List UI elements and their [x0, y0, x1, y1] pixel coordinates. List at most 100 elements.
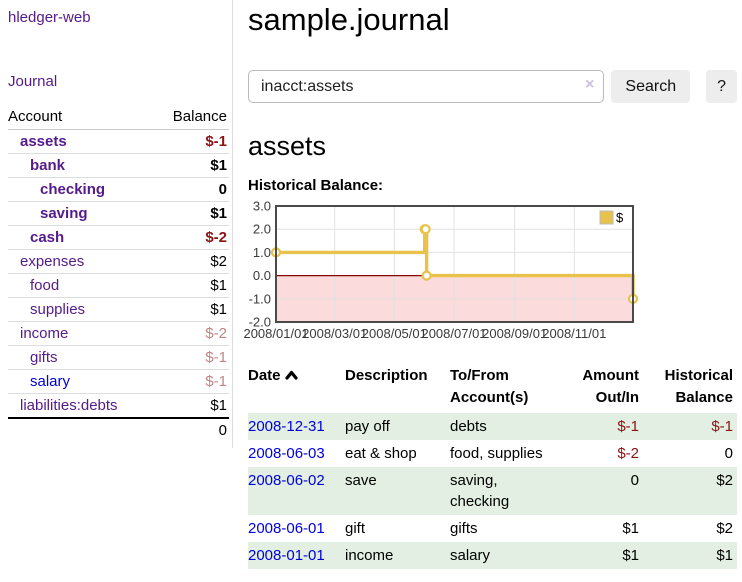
balance-cell: $-1: [643, 413, 737, 440]
accounts-cell: food, supplies: [450, 440, 562, 467]
search-input[interactable]: [248, 70, 604, 103]
y-tick-label: 1.0: [253, 245, 271, 260]
date-link[interactable]: 2008-12-31: [248, 418, 325, 435]
account-link-cash[interactable]: cash: [30, 229, 64, 246]
account-balance: $-1: [154, 346, 229, 370]
account-balance: $1: [154, 202, 229, 226]
x-tick-label: 2008/11/01: [542, 326, 606, 341]
account-row: food $1: [8, 274, 229, 298]
account-link-liabilities-debts[interactable]: liabilities:debts: [20, 397, 118, 414]
sort-asc-icon: [285, 365, 298, 387]
account-heading: assets: [248, 129, 737, 163]
accounts-total-row: 0: [8, 418, 229, 442]
search-button[interactable]: Search: [611, 70, 690, 103]
account-balance: $1: [154, 298, 229, 322]
accounts-header-account: Account: [8, 106, 154, 130]
balance-cell: $2: [643, 515, 737, 542]
table-row: 2008-06-03 eat & shopfood, supplies$-20: [248, 440, 737, 467]
search-box: ×: [248, 70, 604, 103]
accounts-header-balance: Balance: [154, 106, 229, 130]
accounts-cell: salary: [450, 542, 562, 569]
account-row: income $-2: [8, 322, 229, 346]
data-point-marker: [423, 272, 431, 280]
account-link-checking[interactable]: checking: [40, 181, 105, 198]
account-row: gifts $-1: [8, 346, 229, 370]
legend-swatch: [600, 211, 613, 224]
account-link-income[interactable]: income: [20, 325, 68, 342]
balance-cell: $2: [643, 467, 737, 515]
account-row: liabilities:debts $1: [8, 394, 229, 418]
account-row: supplies $1: [8, 298, 229, 322]
accounts-header-row: Account Balance: [8, 106, 229, 130]
column-header-accounts: To/From Account(s): [450, 363, 562, 413]
date-link[interactable]: 2008-06-03: [248, 445, 325, 462]
accounts-cell: gifts: [450, 515, 562, 542]
register-header-row: Date Description To/From Account(s) Amou…: [248, 363, 737, 413]
accounts-table: Account Balance assets $-1 bank $1 checking 0…: [8, 106, 229, 442]
page-title: sample.journal: [248, 0, 737, 40]
account-link-bank[interactable]: bank: [30, 157, 65, 174]
description-cell: save: [345, 467, 450, 515]
account-balance: $1: [154, 394, 229, 418]
table-row: 2008-06-02savesaving, checking0$2: [248, 467, 737, 515]
amount-cell: $1: [562, 515, 643, 542]
x-tick-label: 2008/07/01: [421, 326, 486, 341]
chart-title: Historical Balance:: [248, 177, 737, 195]
sidebar-item-journal[interactable]: Journal: [8, 72, 232, 92]
table-row: 2008-06-01giftgifts$1$2: [248, 515, 737, 542]
account-link-expenses[interactable]: expenses: [20, 253, 84, 270]
account-row: expenses $2: [8, 250, 229, 274]
account-row: salary $-1: [8, 370, 229, 394]
description-cell: income: [345, 542, 450, 569]
brand-link[interactable]: hledger-web: [8, 8, 91, 28]
account-balance: $1: [154, 274, 229, 298]
main-content: sample.journal × Search ? assets Histori…: [248, 0, 737, 569]
sidebar: hledger-web Journal Account Balance asse…: [0, 0, 233, 448]
account-link-supplies[interactable]: supplies: [30, 301, 85, 318]
account-balance: $-1: [154, 130, 229, 154]
data-point-marker: [422, 225, 430, 233]
account-row: bank $1: [8, 154, 229, 178]
x-tick-label: 2008/01/01: [243, 326, 308, 341]
column-header-amount: Amount Out/In: [562, 363, 643, 413]
description-cell: eat & shop: [345, 440, 450, 467]
column-header-date[interactable]: Date: [248, 363, 345, 413]
amount-cell: $1: [562, 542, 643, 569]
column-header-description: Description: [345, 363, 450, 413]
date-link[interactable]: 2008-01-01: [248, 547, 325, 564]
accounts-total-spacer: [8, 418, 154, 442]
historical-balance-chart[interactable]: $3.02.01.00.0-1.0-2.02008/01/012008/03/0…: [248, 204, 722, 346]
register-table: Date Description To/From Account(s) Amou…: [248, 363, 737, 569]
account-row: cash$-2: [8, 226, 229, 250]
search-form: × Search ?: [248, 70, 737, 103]
y-tick-label: 3.0: [253, 199, 271, 214]
account-link-salary[interactable]: salary: [30, 373, 70, 390]
account-balance: $1: [154, 154, 229, 178]
account-link-assets[interactable]: assets: [20, 133, 67, 150]
balance-cell: $1: [643, 542, 737, 569]
account-row: checking 0: [8, 178, 229, 202]
account-row: saving $1: [8, 202, 229, 226]
account-balance: 0: [154, 178, 229, 202]
chart-canvas: $3.02.01.00.0-1.0-2.02008/01/012008/03/0…: [248, 204, 722, 346]
account-row: assets $-1: [8, 130, 229, 154]
date-link[interactable]: 2008-06-01: [248, 520, 325, 537]
y-tick-label: 2.0: [253, 222, 271, 237]
x-tick-label: 2008/05/01: [362, 326, 427, 341]
table-row: 2008-01-01incomesalary$1$1: [248, 542, 737, 569]
account-link-saving[interactable]: saving: [40, 205, 88, 222]
account-link-gifts[interactable]: gifts: [30, 349, 58, 366]
account-link-food[interactable]: food: [30, 277, 59, 294]
account-balance: $-1: [154, 370, 229, 394]
accounts-cell: saving, checking: [450, 467, 562, 515]
y-tick-label: 0.0: [253, 268, 271, 283]
account-balance: $-2: [154, 322, 229, 346]
help-button[interactable]: ?: [706, 70, 737, 103]
date-link[interactable]: 2008-06-02: [248, 472, 325, 489]
y-tick-label: -1.0: [249, 291, 271, 306]
account-balance: $2: [154, 250, 229, 274]
accounts-total-value: 0: [154, 418, 229, 442]
balance-cell: 0: [643, 440, 737, 467]
clear-search-icon[interactable]: ×: [585, 76, 594, 94]
amount-cell: $-2: [562, 440, 643, 467]
